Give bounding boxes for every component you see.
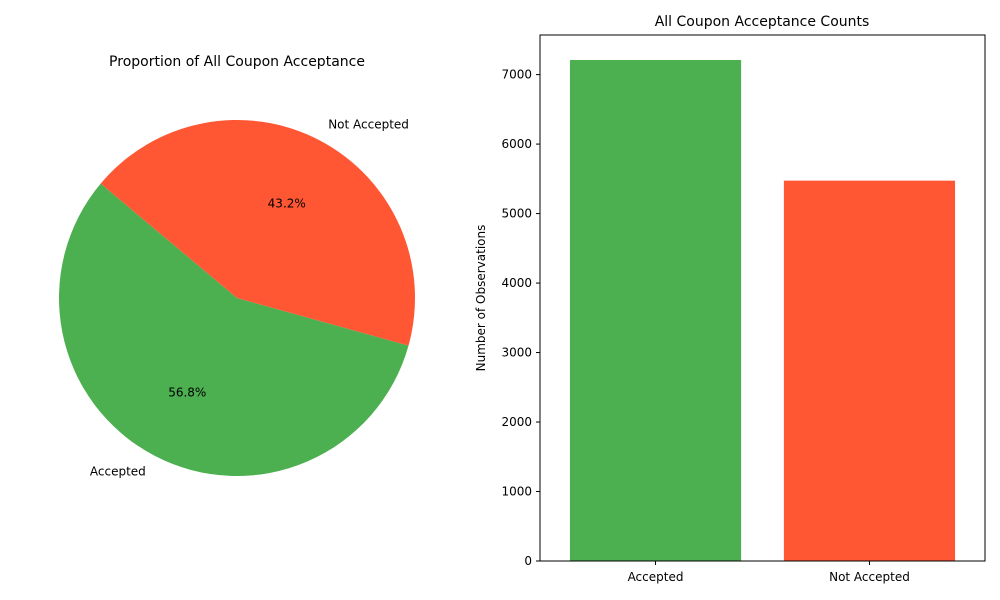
y-tick-label-0: 0 — [524, 554, 532, 568]
y-tick-label-1000: 1000 — [501, 485, 532, 499]
bar-chart-title: All Coupon Acceptance Counts — [655, 14, 870, 30]
bar-chart-panel: All Coupon Acceptance Counts 0 1000 2000 30… — [474, 14, 986, 584]
pie-slices — [59, 119, 416, 476]
bar-not-accepted — [783, 180, 956, 562]
y-axis-label: Number of Observations — [474, 225, 488, 372]
pie-chart-title: Proportion of All Coupon Acceptance — [109, 54, 365, 70]
y-tick-label-5000: 5000 — [501, 207, 532, 221]
x-axis-ticks: Accepted Not Accepted — [628, 561, 910, 584]
pie-category-label-accepted: Accepted — [90, 464, 146, 478]
y-tick-label-6000: 6000 — [501, 137, 532, 151]
y-tick-label-3000: 3000 — [501, 346, 532, 360]
y-tick-label-7000: 7000 — [501, 68, 532, 82]
pie-slice-accepted — [59, 183, 409, 476]
bar-accepted — [569, 60, 742, 562]
y-tick-label-2000: 2000 — [501, 415, 532, 429]
pie-labels: 56.8% Accepted 43.2% Not Accepted — [90, 118, 409, 479]
pie-category-label-not-accepted: Not Accepted — [328, 118, 409, 132]
pie-chart-panel: Proportion of All Coupon Acceptance 56.8… — [59, 54, 416, 479]
bar-rects — [569, 60, 956, 562]
pie-value-label-accepted: 56.8% — [168, 386, 206, 400]
pie-value-label-not-accepted: 43.2% — [268, 196, 306, 210]
pie-slice-not-accepted — [100, 119, 416, 346]
bar-plot-frame — [539, 34, 986, 562]
y-axis-ticks: 0 1000 2000 3000 4000 5000 6000 7000 — [501, 68, 540, 568]
y-tick-label-4000: 4000 — [501, 276, 532, 290]
x-tick-label-not-accepted: Not Accepted — [829, 570, 910, 584]
x-tick-label-accepted: Accepted — [628, 570, 684, 584]
